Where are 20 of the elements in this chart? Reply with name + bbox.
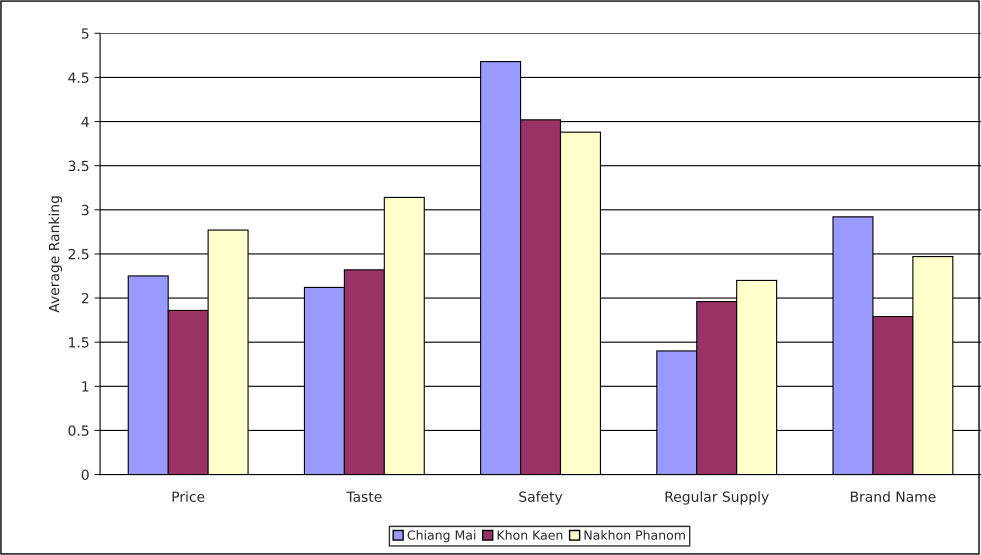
y-tick-label: 2 — [82, 293, 88, 304]
x-tick-label: Regular Supply — [666, 491, 769, 505]
y-tick-label: 4 — [81, 116, 89, 127]
x-tick-label: Safety — [519, 491, 562, 505]
x-tick-label: Brand Name — [850, 491, 936, 502]
y-tick-label: 3 — [82, 204, 89, 216]
y-tick-label: 1 — [82, 381, 88, 392]
y-tick-label: 5 — [82, 28, 88, 39]
y-tick-label: 0.5 — [68, 425, 88, 436]
y-axis-title: Average Ranking — [48, 196, 62, 313]
y-tick-label: 1.5 — [69, 337, 88, 348]
legend-label: Khon Kaen — [498, 530, 562, 540]
x-tick-label: Taste — [346, 492, 382, 502]
y-tick-label: 2.5 — [68, 248, 88, 260]
y-tick-label: 4.5 — [68, 72, 88, 83]
y-tick-label: 3.5 — [68, 160, 88, 172]
legend-label: Nakhon Phanom — [584, 530, 685, 540]
x-tick-label: Price — [172, 491, 204, 502]
y-tick-label: 0 — [82, 469, 89, 480]
legend-label: Chiang Mai — [408, 530, 476, 542]
